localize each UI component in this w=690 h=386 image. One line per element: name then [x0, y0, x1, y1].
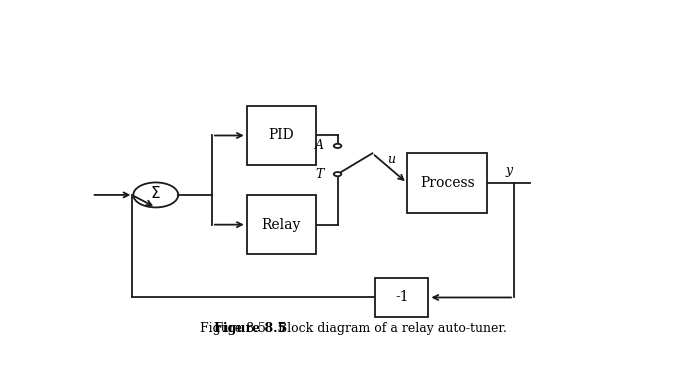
Text: $\Sigma$: $\Sigma$	[150, 185, 161, 201]
Text: y: y	[505, 164, 512, 177]
Text: u: u	[387, 153, 395, 166]
Circle shape	[334, 172, 342, 176]
Text: Relay: Relay	[262, 218, 301, 232]
Text: Figure 8.5   Block diagram of a relay auto-tuner.: Figure 8.5 Block diagram of a relay auto…	[200, 322, 507, 335]
Text: -1: -1	[395, 291, 408, 305]
FancyBboxPatch shape	[375, 278, 428, 317]
FancyBboxPatch shape	[247, 106, 316, 165]
Circle shape	[334, 144, 342, 148]
Text: T: T	[316, 168, 324, 181]
Text: Figure 8.5: Figure 8.5	[214, 322, 286, 335]
FancyBboxPatch shape	[407, 153, 487, 213]
Text: PID: PID	[268, 129, 294, 142]
Text: A: A	[315, 139, 324, 152]
FancyBboxPatch shape	[247, 195, 316, 254]
Text: Process: Process	[420, 176, 475, 190]
